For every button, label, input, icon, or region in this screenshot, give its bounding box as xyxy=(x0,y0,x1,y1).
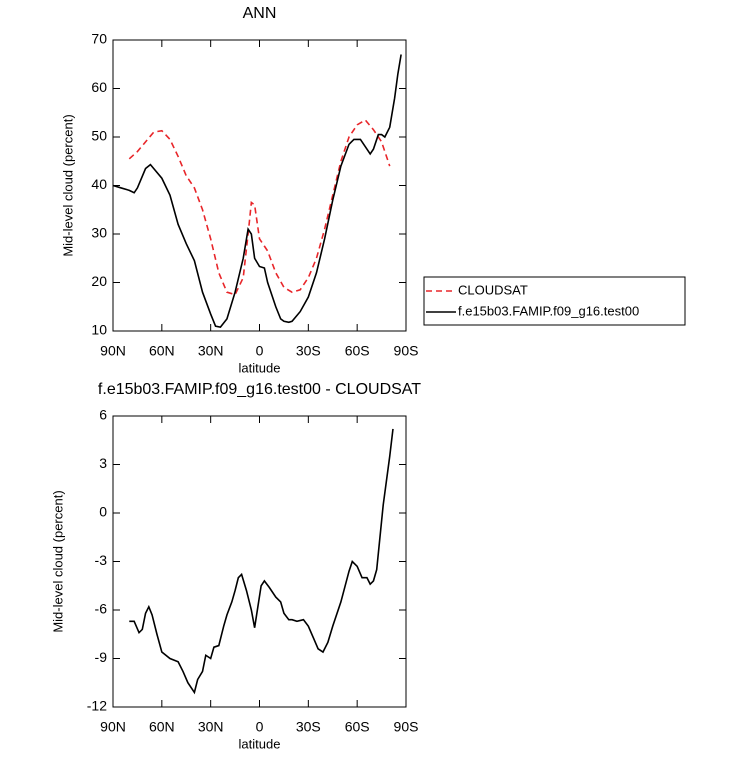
y-axis-label: Mid-level cloud (percent) xyxy=(60,114,75,256)
x-tick-label: 0 xyxy=(256,343,264,359)
x-tick-label: 30N xyxy=(198,343,224,359)
y-tick-label: -12 xyxy=(87,698,107,714)
data-line xyxy=(128,118,391,296)
x-tick-label: 90N xyxy=(100,719,126,735)
y-tick-label: 70 xyxy=(91,31,107,47)
chart-title: f.e15b03.FAMIP.f09_g16.test00 - CLOUDSAT xyxy=(98,381,421,398)
x-tick-label: 90S xyxy=(394,719,419,735)
data-line xyxy=(129,428,394,695)
x-axis-label: latitude xyxy=(239,736,281,751)
y-tick-label: -9 xyxy=(95,649,108,665)
x-axis-label: latitude xyxy=(239,360,281,375)
x-tick-label: 30S xyxy=(296,343,321,359)
x-tick-label: 30N xyxy=(198,719,224,735)
x-tick-label: 0 xyxy=(256,719,264,735)
plot-frame xyxy=(112,39,407,332)
y-tick-label: 6 xyxy=(99,407,107,423)
legend-label: CLOUDSAT xyxy=(458,282,528,297)
y-tick-label: -3 xyxy=(95,552,108,568)
y-tick-label: 30 xyxy=(91,225,107,241)
y-tick-label: 60 xyxy=(91,79,107,95)
x-tick-label: 60N xyxy=(149,719,175,735)
y-tick-label: 40 xyxy=(91,176,107,192)
x-tick-label: 60N xyxy=(149,343,175,359)
plot-frame xyxy=(112,415,407,708)
y-tick-label: -6 xyxy=(95,601,108,617)
data-line xyxy=(112,54,402,329)
legend-label: f.e15b03.FAMIP.f09_g16.test00 xyxy=(458,303,639,318)
legend-box xyxy=(423,276,686,326)
x-tick-label: 60S xyxy=(345,719,370,735)
y-tick-label: 50 xyxy=(91,128,107,144)
y-axis-label: Mid-level cloud (percent) xyxy=(50,490,65,632)
x-tick-label: 60S xyxy=(345,343,370,359)
y-tick-label: 0 xyxy=(99,504,107,520)
x-tick-label: 90S xyxy=(394,343,419,359)
y-tick-label: 10 xyxy=(91,322,107,338)
x-tick-label: 30S xyxy=(296,719,321,735)
x-tick-label: 90N xyxy=(100,343,126,359)
y-tick-label: 3 xyxy=(99,455,107,471)
chart-title: ANN xyxy=(243,5,277,22)
y-tick-label: 20 xyxy=(91,273,107,289)
